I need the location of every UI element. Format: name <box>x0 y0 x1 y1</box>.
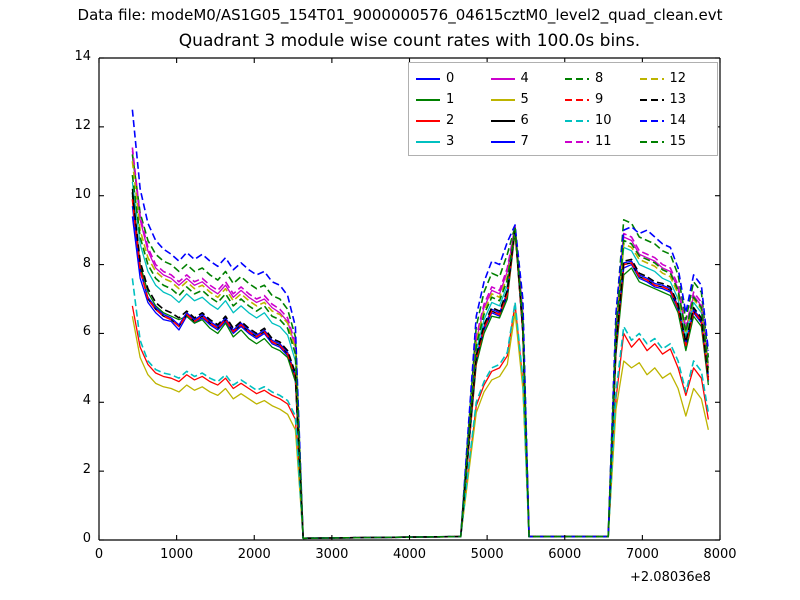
legend-label-6: 6 <box>520 113 529 128</box>
legend-swatch-11 <box>565 140 589 143</box>
legend-entry-2[interactable]: 2 <box>415 110 490 131</box>
legend-entry-0[interactable]: 0 <box>415 68 490 89</box>
legend-swatch-8 <box>565 77 589 80</box>
legend-label-15: 15 <box>669 134 687 149</box>
legend-swatch-5 <box>490 98 515 101</box>
legend-label-3: 3 <box>446 134 455 149</box>
legend-entry-9[interactable]: 9 <box>564 89 639 110</box>
x-tick-label-6: 6000 <box>548 547 582 562</box>
legend[interactable]: 0 1 2 3 4 5 6 7 8 9 10 11 12 13 14 15 <box>408 62 718 156</box>
legend-entry-4[interactable]: 4 <box>490 68 565 89</box>
x-tick-label-0: 0 <box>94 547 104 562</box>
legend-label-7: 7 <box>520 134 529 149</box>
legend-entry-11[interactable]: 11 <box>564 131 639 152</box>
legend-swatch-13 <box>639 98 664 101</box>
x-axis-offset-text: +2.08036e8 <box>630 570 711 585</box>
legend-swatch-10 <box>565 119 589 122</box>
series-line-10 <box>131 278 710 540</box>
legend-entry-3[interactable]: 3 <box>415 131 490 152</box>
legend-swatch-12 <box>639 77 664 80</box>
legend-entry-7[interactable]: 7 <box>490 131 565 152</box>
legend-label-11: 11 <box>595 134 612 149</box>
legend-entry-13[interactable]: 13 <box>639 89 714 110</box>
x-tick-label-5: 5000 <box>470 547 504 562</box>
legend-entry-6[interactable]: 6 <box>490 110 565 131</box>
legend-label-4: 4 <box>520 71 529 86</box>
series-line-2 <box>131 303 709 539</box>
data-file-caption: Data file: modeM0/AS1G05_154T01_90000005… <box>77 6 723 24</box>
y-tick-label-5: 10 <box>74 186 91 202</box>
y-tick-label-7: 14 <box>74 49 91 64</box>
x-tick-label-1: 1000 <box>160 547 194 562</box>
legend-label-10: 10 <box>595 113 612 128</box>
legend-swatch-6 <box>490 119 515 122</box>
legend-entry-12[interactable]: 12 <box>639 68 714 89</box>
y-tick-label-0: 0 <box>82 531 91 546</box>
legend-entry-10[interactable]: 10 <box>564 110 639 131</box>
legend-label-1: 1 <box>446 92 455 107</box>
legend-swatch-2 <box>416 119 440 122</box>
series-line-15 <box>131 174 710 540</box>
legend-swatch-4 <box>490 77 515 80</box>
y-tick-label-6: 12 <box>74 117 91 133</box>
chart-title: Quadrant 3 module wise count rates with … <box>178 31 641 51</box>
legend-entry-8[interactable]: 8 <box>564 68 639 89</box>
legend-label-2: 2 <box>446 113 455 128</box>
legend-entry-14[interactable]: 14 <box>639 110 714 131</box>
x-tick-label-3: 3000 <box>315 547 349 562</box>
legend-label-9: 9 <box>595 92 604 107</box>
legend-swatch-3 <box>416 140 440 143</box>
x-tick-label-4: 4000 <box>392 547 427 562</box>
legend-swatch-15 <box>639 140 664 143</box>
legend-label-8: 8 <box>595 71 604 86</box>
legend-swatch-7 <box>490 140 515 143</box>
legend-swatch-1 <box>416 98 440 101</box>
legend-entry-5[interactable]: 5 <box>490 89 565 110</box>
series-line-13 <box>131 192 710 540</box>
legend-entry-15[interactable]: 15 <box>639 131 714 152</box>
legend-entry-1[interactable]: 1 <box>415 89 490 110</box>
legend-swatch-14 <box>639 119 664 122</box>
x-tick-label-2: 2000 <box>237 547 271 562</box>
legend-label-13: 13 <box>669 92 687 107</box>
y-tick-label-4: 8 <box>82 255 91 271</box>
legend-label-14: 14 <box>669 113 687 128</box>
legend-label-5: 5 <box>520 92 529 107</box>
legend-swatch-9 <box>565 98 589 101</box>
y-tick-label-1: 2 <box>82 462 91 478</box>
y-tick-label-2: 4 <box>82 393 91 409</box>
legend-label-12: 12 <box>669 71 687 86</box>
y-tick-label-3: 6 <box>82 324 91 340</box>
x-tick-label-7: 7000 <box>625 547 659 562</box>
x-tick-label-8: 8000 <box>703 547 737 562</box>
legend-swatch-0 <box>416 77 440 80</box>
legend-label-0: 0 <box>446 71 455 86</box>
